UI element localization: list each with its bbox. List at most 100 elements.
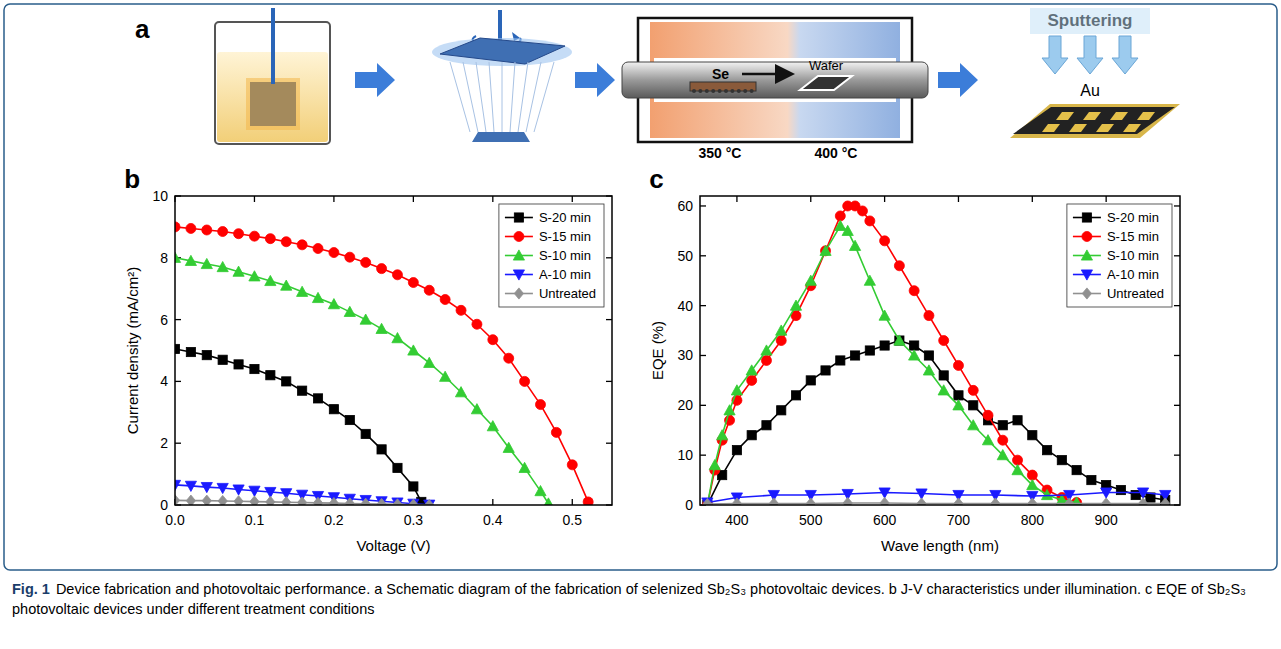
holder-rod: [271, 8, 275, 84]
y-tick-label: 40: [677, 298, 693, 314]
data-point: [1065, 498, 1074, 505]
legend-marker: [1082, 232, 1092, 242]
y-tick: [700, 255, 706, 256]
data-point: [1137, 488, 1148, 498]
data-point: [769, 498, 778, 505]
data-point: [983, 410, 993, 420]
data-point: [1012, 465, 1023, 475]
data-point: [849, 240, 860, 250]
sputter-glow: [1030, 8, 1150, 34]
data-point: [425, 499, 434, 505]
data-point: [281, 280, 292, 290]
data-point: [835, 211, 845, 221]
boat-dot: [711, 89, 715, 93]
y-tick-label: 2: [160, 435, 168, 451]
y-axis-title: Current density (mA/cm²): [124, 267, 141, 435]
data-point: [488, 335, 498, 345]
y-tick: [1174, 205, 1180, 206]
substrate-edge: [1010, 104, 1180, 138]
wafer-label: Wafer: [809, 58, 844, 73]
data-point: [377, 498, 386, 505]
data-point: [776, 325, 787, 335]
y-tick-label: 10: [677, 447, 693, 463]
data-point: [791, 391, 800, 400]
data-point: [835, 220, 846, 230]
caption: Fig. 1Device fabrication and photovoltai…: [12, 581, 1246, 617]
data-point: [717, 430, 728, 440]
data-point: [504, 353, 514, 363]
data-point: [202, 225, 212, 235]
data-point: [567, 460, 577, 470]
y-tick-label: 10: [152, 188, 168, 204]
glow: [246, 78, 300, 130]
data-point: [202, 495, 211, 505]
y-tick: [700, 355, 706, 356]
x-tick-label: 0.3: [404, 512, 424, 528]
data-point: [424, 357, 435, 367]
boat-dot: [692, 89, 696, 93]
data-point: [298, 497, 307, 505]
se-label: Se: [712, 66, 729, 82]
data-point: [376, 323, 387, 333]
figure-frame: [4, 4, 1277, 570]
y-tick-label: 50: [677, 248, 693, 264]
data-point: [731, 385, 742, 395]
data-point: [218, 227, 228, 237]
data-point: [1028, 431, 1037, 440]
target-label: Au: [1080, 82, 1100, 99]
x-tick: [492, 196, 493, 202]
data-point: [361, 429, 370, 438]
data-point: [313, 244, 323, 254]
data-point: [850, 351, 859, 360]
data-point: [910, 341, 919, 350]
y-tick: [606, 257, 612, 258]
boat-dot: [718, 89, 722, 93]
y-tick: [1174, 405, 1180, 406]
data-point: [790, 300, 801, 310]
sputter-arrow: [1077, 36, 1103, 74]
data-point: [583, 497, 593, 505]
data-point: [821, 366, 830, 375]
data-point: [709, 460, 720, 470]
data-point: [998, 435, 1008, 445]
y-tick: [700, 305, 706, 306]
data-point: [880, 236, 890, 246]
data-point: [1013, 416, 1022, 425]
data-point: [297, 240, 307, 250]
data-point: [917, 498, 926, 505]
x-tick: [572, 499, 573, 505]
substrate: [250, 82, 296, 126]
data-point: [175, 252, 181, 262]
data-point: [313, 394, 322, 403]
au-pad: [1123, 124, 1141, 132]
chart: 0.00.10.20.30.40.50246810Voltage (V)Curr…: [124, 164, 612, 554]
legend-label: S-20 min: [539, 210, 591, 225]
series-line: [707, 341, 1165, 505]
data-point: [217, 261, 228, 271]
y-tick-label: 0: [160, 497, 168, 513]
x-axis-title: Voltage (V): [356, 537, 430, 554]
spin-base: [472, 132, 530, 142]
x-tick-label: 0.0: [165, 512, 185, 528]
spray-line: [489, 62, 494, 132]
data-point: [393, 463, 402, 472]
data-point: [455, 387, 466, 397]
data-point: [377, 264, 387, 274]
boat-dot: [705, 89, 709, 93]
boat-dot: [730, 89, 734, 93]
x-tick: [884, 196, 885, 202]
data-point: [938, 385, 949, 395]
boat-dot: [750, 89, 754, 93]
series-line: [175, 349, 421, 502]
legend-marker: [514, 288, 523, 299]
x-tick-label: 600: [873, 512, 897, 528]
x-tick: [254, 196, 255, 202]
data-point: [202, 351, 211, 360]
data-point: [519, 462, 530, 472]
y-axis-title: EQE (%): [649, 321, 666, 380]
x-tick: [810, 196, 811, 202]
legend-label: S-20 min: [1107, 210, 1159, 225]
data-point: [761, 345, 772, 355]
y-tick-label: 8: [160, 250, 168, 266]
data-point: [392, 333, 403, 343]
